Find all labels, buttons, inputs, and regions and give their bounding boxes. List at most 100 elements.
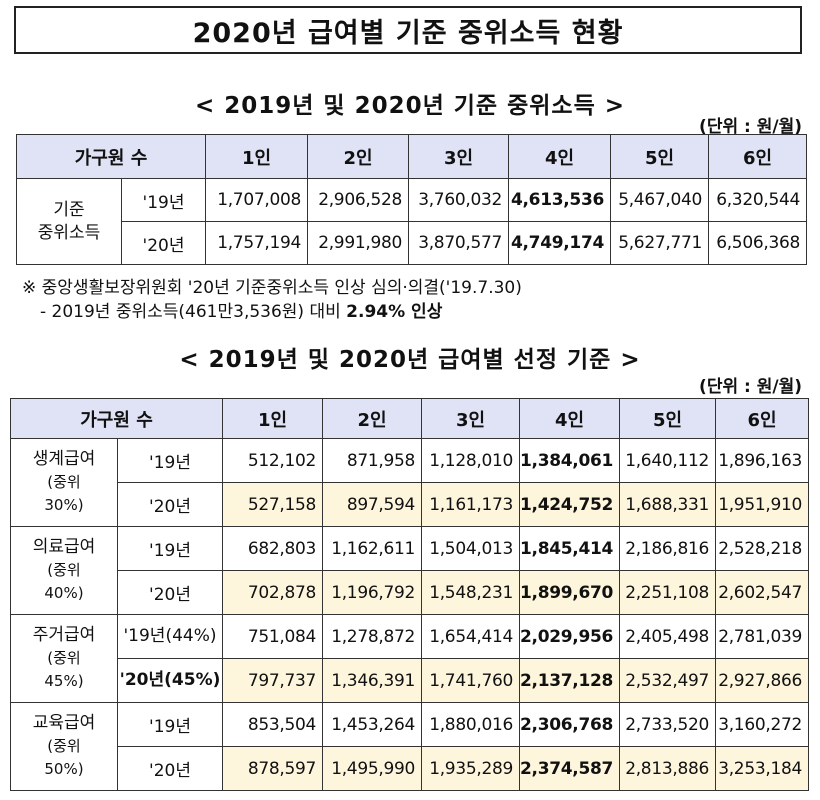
header-cell: 6인 (715, 398, 810, 439)
table-header-row: 가구원 수 1인 2인 3인 4인 5인 6인 (15, 134, 808, 179)
table-row: '20년 878,597 1,495,990 1,935,289 2,374,587 2,… (11, 746, 810, 791)
value-cell: 3,760,032 (408, 178, 510, 222)
value-cell: 1,935,289 (421, 746, 521, 791)
footnote-line2: - 2019년 중위소득(461만3,536원) 대비 2.94% 인상 (40, 300, 442, 324)
value-cell: 1,495,990 (322, 746, 423, 791)
value-cell: 2,528,218 (715, 526, 810, 571)
value-cell: 1,896,163 (715, 438, 810, 483)
section2-unit: (단위 : 원/월) (699, 377, 802, 397)
group-label: 기준 중위소득 (16, 178, 122, 265)
benefit-ratio-line2: 45%) (44, 672, 84, 690)
value-cell: 2,532,497 (619, 658, 717, 703)
header-cell: 1인 (205, 134, 309, 179)
value-cell: 2,813,886 (619, 746, 717, 791)
value-cell: 3,870,577 (408, 221, 510, 265)
benefit-ratio-line1: (중위 (47, 649, 81, 667)
value-cell: 1,654,414 (421, 614, 521, 659)
benefit-ratio-line2: 50%) (44, 760, 84, 778)
value-cell: 2,733,520 (619, 702, 717, 747)
value-cell: 3,253,184 (715, 746, 810, 791)
year-cell: '19년 (116, 438, 224, 483)
value-cell: 1,384,061 (519, 438, 621, 483)
header-cell: 1인 (222, 398, 324, 439)
benefit-ratio-line2: 30%) (44, 496, 84, 514)
benefit-ratio-line1: (중위 (47, 737, 81, 755)
table-row: 기준 중위소득 '19년 1,707,008 2,906,528 3,760,0… (16, 178, 808, 265)
benefit-ratio-line2: 40%) (44, 584, 84, 602)
group-label-line2: 중위소득 (37, 222, 101, 243)
year-cell: '19년 (116, 526, 224, 571)
value-cell: 1,196,792 (322, 570, 423, 615)
value-cell: 1,161,173 (421, 482, 521, 527)
value-cell: 2,374,587 (519, 746, 621, 791)
year-cell: '19년(44%) (116, 614, 224, 659)
year-cell: '20년(45%) (116, 658, 224, 703)
header-cell: 4인 (508, 134, 612, 179)
header-cell: 5인 (619, 398, 717, 439)
benefit-ratio-line1: (중위 (47, 473, 81, 491)
value-cell: 878,597 (222, 746, 324, 791)
benefit-ratio-line1: (중위 (47, 561, 81, 579)
value-cell: 5,467,040 (610, 178, 710, 222)
year-cell: '19년 (116, 702, 224, 747)
value-cell: 1,757,194 (205, 221, 309, 265)
value-cell: 751,084 (222, 614, 324, 659)
value-cell: 1,951,910 (715, 482, 810, 527)
value-cell: 2,781,039 (715, 614, 810, 659)
value-cell: 1,548,231 (421, 570, 521, 615)
value-cell: 2,405,498 (619, 614, 717, 659)
year-cell: '20년 (116, 482, 224, 527)
value-cell: 6,506,368 (708, 221, 808, 265)
value-cell: 702,878 (222, 570, 324, 615)
benefit-name: 주거급여 (32, 625, 96, 645)
value-cell: 682,803 (222, 526, 324, 571)
value-cell: 871,958 (322, 438, 423, 483)
value-cell: 2,991,980 (307, 221, 410, 265)
value-cell: 1,880,016 (421, 702, 521, 747)
section1-unit: (단위 : 원/월) (699, 117, 802, 137)
value-cell: 1,707,008 (205, 178, 309, 222)
value-cell: 1,640,112 (619, 438, 717, 483)
header-household-size: 가구원 수 (9, 398, 224, 439)
table-row: '20년 702,878 1,196,792 1,548,231 1,899,670 2,… (11, 570, 810, 615)
value-cell: 1,346,391 (322, 658, 423, 703)
header-household-size: 가구원 수 (15, 134, 207, 179)
value-cell: 1,741,760 (421, 658, 521, 703)
section2-heading: < 2019년 및 2020년 급여별 선정 기준 > (179, 347, 641, 373)
benefit-group-label: 주거급여 (중위 45%) (10, 614, 118, 703)
year-cell: '20년 (120, 221, 207, 265)
benefit-group-label: 의료급여 (중위 40%) (10, 526, 118, 615)
value-cell: 5,627,771 (610, 221, 710, 265)
value-cell: 3,160,272 (715, 702, 810, 747)
header-cell: 4인 (519, 398, 621, 439)
value-cell: 853,504 (222, 702, 324, 747)
value-cell: 2,927,866 (715, 658, 810, 703)
table-row: 의료급여 (중위 40%) '19년 682,803 1,162,611 1,504,013… (10, 526, 810, 615)
table-header-row: 가구원 수 1인 2인 3인 4인 5인 6인 (9, 398, 810, 439)
value-cell: 527,158 (222, 482, 324, 527)
table-row: 생계급여 (중위 30%) '19년 512,102 871,958 1,128,010 1,… (10, 438, 810, 527)
footnote-line1: ※ 중앙생활보장위원회 '20년 기준중위소득 인상 심의·의결('19.7.3… (22, 278, 522, 298)
table-row: 주거급여 (중위 45%) '19년(44%) 751,084 1,278,872 1,65… (10, 614, 810, 703)
benefit-name: 의료급여 (32, 537, 96, 557)
header-cell: 2인 (322, 398, 423, 439)
benefit-name: 교육급여 (32, 713, 96, 733)
benefit-group-label: 생계급여 (중위 30%) (10, 438, 118, 527)
header-cell: 3인 (408, 134, 510, 179)
table-row: '20년 1,757,194 2,991,980 3,870,577 4,749… (17, 221, 808, 265)
value-cell: 897,594 (322, 482, 423, 527)
benefit-name: 생계급여 (32, 449, 96, 469)
table-row: 교육급여 (중위 50%) '19년 853,504 1,453,264 1,880,016… (10, 702, 810, 791)
footnote-line2-highlight: 2.94% 인상 (346, 302, 443, 322)
year-cell: '20년 (116, 570, 224, 615)
header-cell: 2인 (307, 134, 410, 179)
value-cell: 2,306,768 (519, 702, 621, 747)
header-cell: 6인 (708, 134, 808, 179)
header-cell: 5인 (610, 134, 710, 179)
value-cell: 1,128,010 (421, 438, 521, 483)
value-cell: 2,906,528 (307, 178, 410, 222)
value-cell: 4,749,174 (508, 221, 612, 265)
year-cell: '19년 (120, 178, 207, 222)
value-cell: 6,320,544 (708, 178, 808, 222)
value-cell: 4,613,536 (508, 178, 612, 222)
